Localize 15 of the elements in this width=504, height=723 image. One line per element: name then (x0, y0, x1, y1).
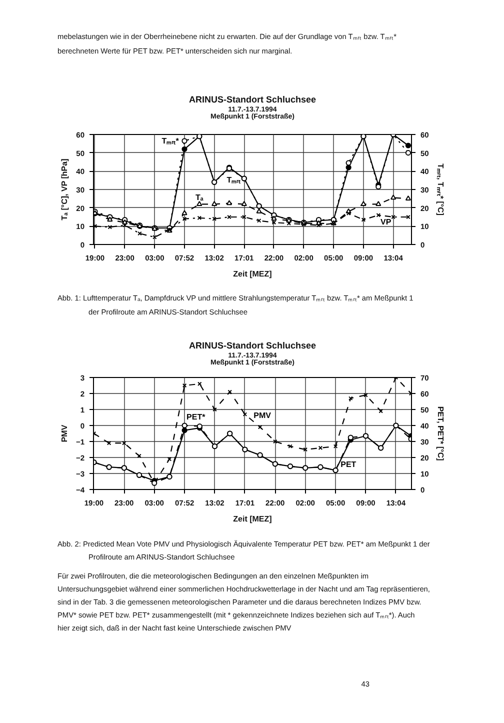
x-axis-title: Zeit [MEZ] (233, 270, 272, 278)
y-axis-title: Tₐ [°C], VP [hPa] (60, 158, 70, 220)
series-label: PET (340, 460, 356, 470)
x-axis-title: Zeit [MEZ] (233, 514, 272, 524)
series-label: PET* (186, 412, 206, 422)
series-label: Tₘᵣₜ* (162, 136, 180, 146)
series-label: VP (380, 217, 392, 226)
series-label: Tₐ (195, 192, 204, 202)
series-label: Tₘᵣₜ (226, 176, 241, 185)
series-label: PMV (254, 411, 272, 420)
y-axis-title: PMV (60, 424, 69, 442)
chart-title: ARINUS-Standort Schluchsee (188, 94, 316, 104)
chart-title: ARINUS-Standort Schluchsee (188, 340, 316, 350)
y2-axis-title: PET, PET* [°C] (436, 406, 445, 461)
y2-axis-title: Tₘᵣₜ, Tₘᵣₜ* [°C] (436, 164, 445, 216)
